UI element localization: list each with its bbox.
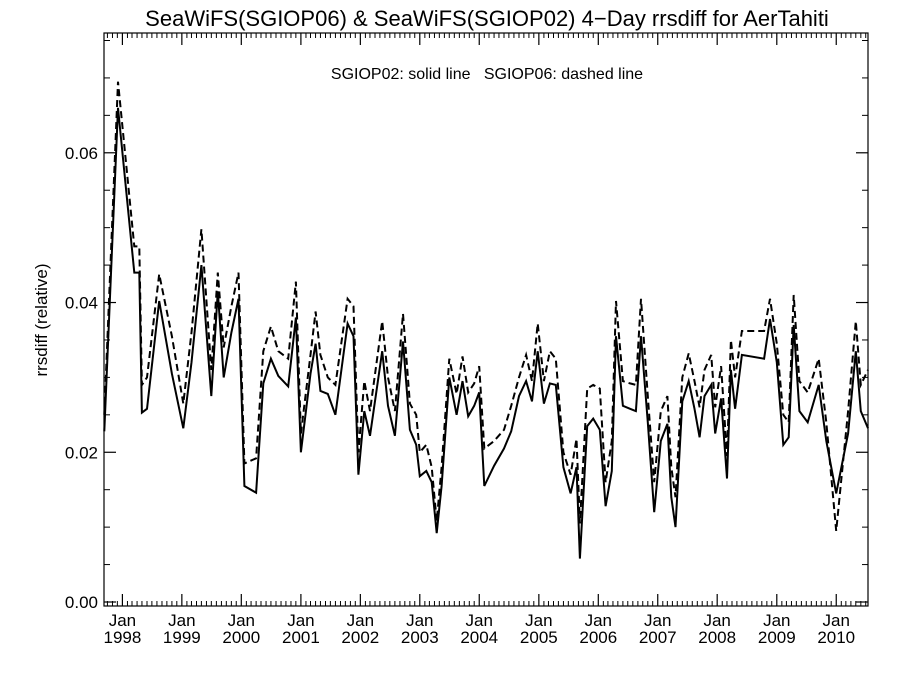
y-axis-title: rrsdiff (relative) (32, 263, 51, 376)
x-tick-label-year: 1999 (163, 628, 201, 647)
x-tick-label-month: Jan (406, 611, 433, 630)
y-axis: 0.00 0.02 0.04 0.06 (65, 39, 868, 612)
x-tick-label-month: Jan (287, 611, 314, 630)
x-tick-label-year: 2003 (401, 628, 439, 647)
x-tick-label-year: 1998 (103, 628, 141, 647)
x-tick-label-year: 2006 (579, 628, 617, 647)
x-tick-label-year: 2000 (222, 628, 260, 647)
x-tick-label-month: Jan (466, 611, 493, 630)
x-tick-label-month: Jan (347, 611, 374, 630)
x-tick-label-month: Jan (168, 611, 195, 630)
x-tick-label-year: 2005 (520, 628, 558, 647)
x-tick-label-year: 2001 (282, 628, 320, 647)
x-axis: Jan1998Jan1999Jan2000Jan2001Jan2002Jan20… (103, 33, 867, 647)
series-line-sgiop02 (103, 107, 869, 559)
x-tick-label-month: Jan (763, 611, 790, 630)
x-tick-label-month: Jan (703, 611, 730, 630)
y-tick-label: 0.06 (65, 144, 98, 163)
x-tick-label-month: Jan (585, 611, 612, 630)
y-tick-label: 0.00 (65, 593, 98, 612)
x-tick-label-year: 2007 (639, 628, 677, 647)
x-tick-label-year: 2010 (817, 628, 855, 647)
x-tick-label-month: Jan (109, 611, 136, 630)
x-tick-label-month: Jan (823, 611, 850, 630)
series-line-sgiop06 (103, 81, 869, 531)
legend-annotation: SGIOP02: solid line SGIOP06: dashed line (331, 66, 643, 83)
x-tick-label-year: 2008 (698, 628, 736, 647)
y-tick-label: 0.02 (65, 443, 98, 462)
x-tick-label-year: 2002 (341, 628, 379, 647)
x-tick-label-month: Jan (644, 611, 671, 630)
x-tick-label-year: 2009 (758, 628, 796, 647)
chart-title: SeaWiFS(SGIOP06) & SeaWiFS(SGIOP02) 4−Da… (145, 6, 829, 31)
series-layer (103, 81, 869, 559)
x-tick-label-year: 2004 (460, 628, 498, 647)
x-tick-label-month: Jan (525, 611, 552, 630)
x-tick-label-month: Jan (228, 611, 255, 630)
plot-frame (103, 32, 869, 607)
y-tick-label: 0.04 (65, 294, 98, 313)
